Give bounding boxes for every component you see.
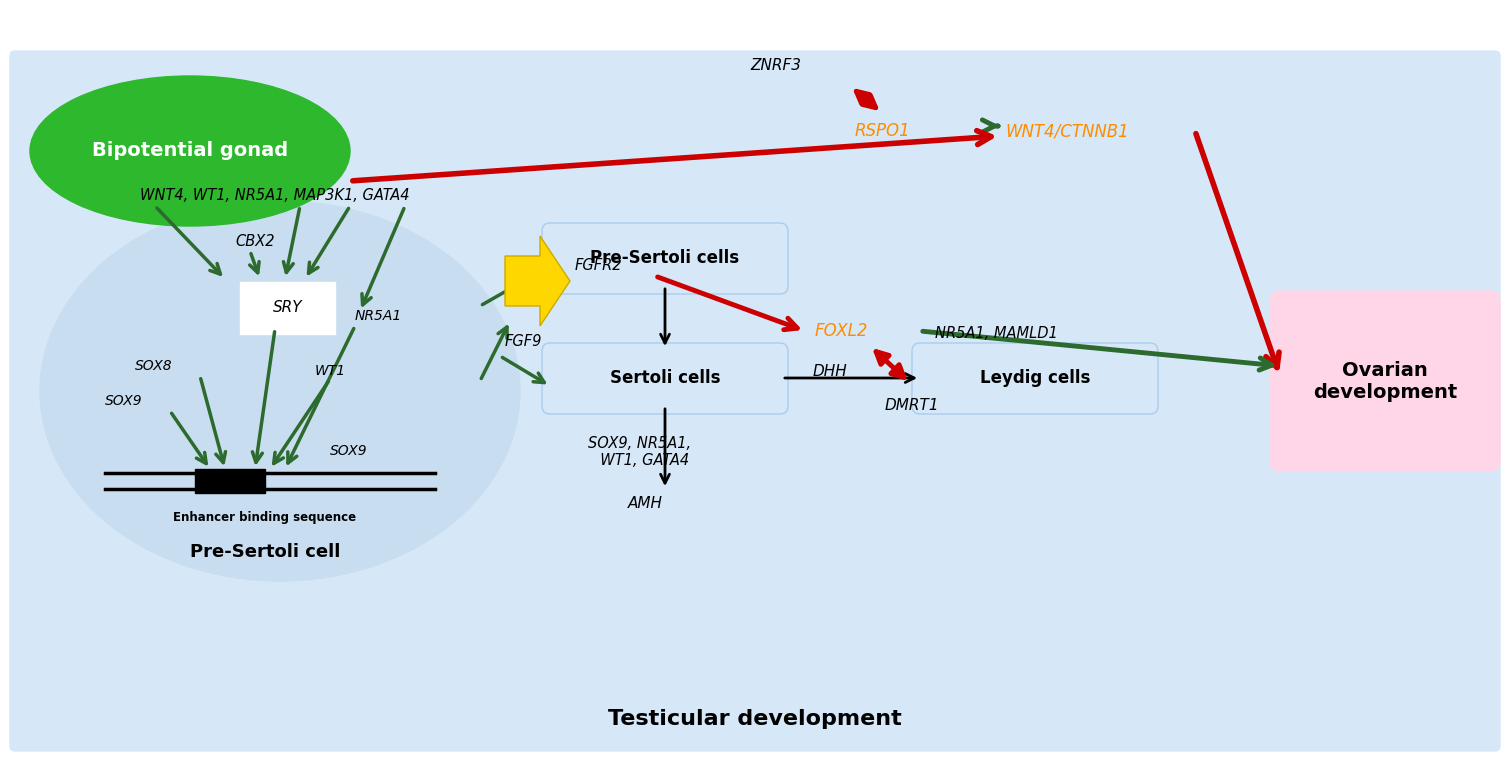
Text: Pre-Sertoli cell: Pre-Sertoli cell — [190, 543, 340, 561]
Polygon shape — [504, 236, 569, 326]
FancyBboxPatch shape — [542, 223, 788, 294]
Text: Pre-Sertoli cells: Pre-Sertoli cells — [590, 249, 740, 267]
Text: SRY: SRY — [273, 300, 304, 314]
Text: SOX9, NR5A1,
  WT1, GATA4: SOX9, NR5A1, WT1, GATA4 — [589, 436, 692, 469]
FancyBboxPatch shape — [240, 282, 335, 334]
Text: WT1: WT1 — [316, 364, 346, 378]
Text: ZNRF3: ZNRF3 — [750, 59, 800, 74]
Text: Leydig cells: Leydig cells — [980, 369, 1090, 387]
Text: AMH: AMH — [628, 496, 663, 511]
Text: RSPO1: RSPO1 — [855, 122, 911, 140]
Text: Sertoli cells: Sertoli cells — [610, 369, 720, 387]
Text: NR5A1, MAMLD1: NR5A1, MAMLD1 — [935, 326, 1057, 340]
Text: Bipotential gonad: Bipotential gonad — [92, 142, 288, 161]
Text: SOX9: SOX9 — [331, 444, 367, 458]
Text: Ovarian
development: Ovarian development — [1312, 361, 1457, 402]
Text: SOX9: SOX9 — [106, 394, 142, 408]
Text: CBX2: CBX2 — [236, 234, 275, 249]
Text: WNT4, WT1, NR5A1, MAP3K1, GATA4: WNT4, WT1, NR5A1, MAP3K1, GATA4 — [140, 189, 409, 203]
Text: NR5A1: NR5A1 — [355, 309, 402, 323]
Text: SOX8: SOX8 — [134, 359, 172, 373]
Text: FGFR2: FGFR2 — [575, 259, 622, 273]
FancyBboxPatch shape — [1270, 291, 1499, 471]
Ellipse shape — [39, 201, 519, 581]
Text: Enhancer binding sequence: Enhancer binding sequence — [174, 511, 356, 524]
Text: DHH: DHH — [812, 364, 847, 378]
FancyBboxPatch shape — [195, 469, 264, 493]
Text: Testicular development: Testicular development — [609, 709, 901, 729]
FancyBboxPatch shape — [542, 343, 788, 414]
Text: WNT4/CTNNB1: WNT4/CTNNB1 — [1006, 122, 1129, 140]
FancyBboxPatch shape — [912, 343, 1158, 414]
FancyBboxPatch shape — [11, 51, 1499, 751]
Ellipse shape — [30, 76, 350, 226]
Text: FGF9: FGF9 — [504, 333, 542, 349]
Text: DMRT1: DMRT1 — [885, 399, 939, 413]
Text: FOXL2: FOXL2 — [815, 322, 868, 340]
